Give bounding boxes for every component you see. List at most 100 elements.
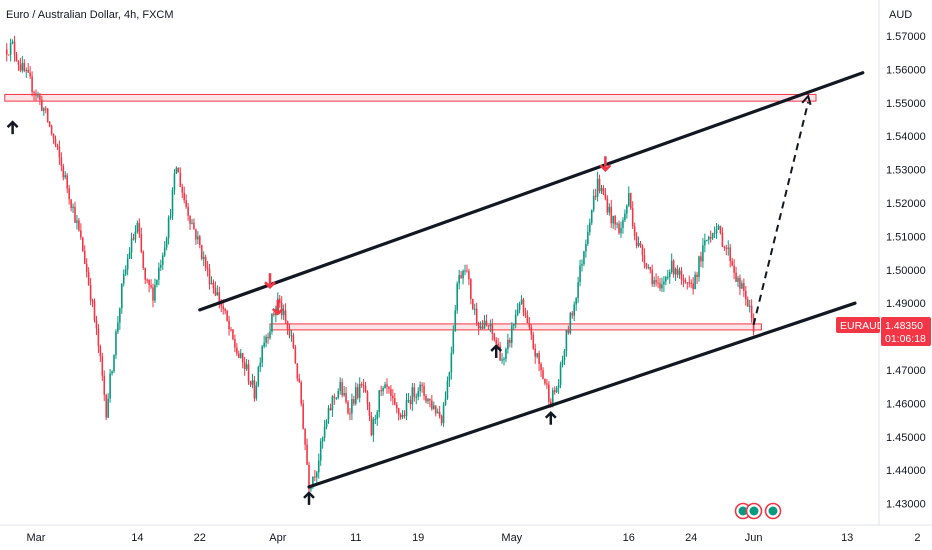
up-arrow-marker [544,410,557,419]
candle-body [333,396,336,398]
candle-body [31,76,33,93]
candle-body [546,383,548,385]
candle-body [657,282,659,284]
candle-body [325,420,328,427]
time-axis[interactable]: Mar 14 22 Apr 11 19 May 16 24 Jun 13 2 [27,532,921,544]
candle-body [423,386,425,396]
candle-body [374,419,377,421]
candle-body [709,237,712,239]
candle-body [243,362,246,370]
candle-body [661,284,663,289]
candle-body [236,347,238,354]
candle-body [438,411,441,416]
candle-body [596,178,599,197]
candle-body [360,384,363,386]
candle-body [195,229,197,240]
candle-body [470,279,472,299]
candle-body [312,476,314,486]
candle-body [44,108,47,110]
economic-events[interactable] [734,502,782,520]
candle-body [259,362,262,368]
candle-body [497,343,499,346]
candle-body [148,279,150,286]
candle-body [66,175,68,189]
price-axis[interactable]: 1.57000 1.56000 1.55000 1.54000 1.53000 1.520… [886,31,926,511]
candle-body [415,396,418,398]
candle-body [429,398,431,401]
price-tag-countdown: 01:06:18 [885,333,926,345]
candle-body [265,336,267,343]
candle-body [269,331,271,339]
chart-title: Euro / Australian Dollar, 4h, FXCM [6,9,174,21]
candle-body [446,380,449,399]
price-tick-label: 1.57000 [886,31,926,43]
price-tick-label: 1.45000 [886,432,926,444]
candle-body [115,331,117,356]
candle-body [540,363,542,371]
candle-body [745,290,747,300]
candle-body [622,220,624,228]
candle-body [169,215,172,218]
event-flag-icon[interactable] [745,502,763,520]
candle-body [142,251,145,268]
candle-body [58,146,61,158]
candle-body [343,393,345,396]
current-price-tag: EURAUD 1.48350 01:06:18 [836,317,931,346]
candle-body [620,227,622,234]
candle-body [103,375,106,395]
candle-body [557,384,560,388]
candle-body [253,380,256,399]
price-tick-label: 1.54000 [886,131,926,143]
time-tick-label: Mar [27,532,46,544]
candle-body [511,325,513,343]
candle-body [388,386,390,389]
time-tick-label: 14 [131,532,143,544]
candle-body [594,195,597,197]
candle-body [417,391,419,397]
candle-body [33,92,35,94]
candle-body [507,339,509,349]
candle-body [739,277,741,289]
price-tick-label: 1.47000 [886,365,926,377]
time-tick-label: May [501,532,522,544]
candle-body [251,380,254,385]
lower-channel-line [307,301,857,489]
candle-body [678,270,681,275]
candle-body [409,400,412,405]
event-flag-icon[interactable] [764,502,782,520]
candle-body [743,283,745,291]
candle-body [696,274,698,278]
candle-body [380,390,382,392]
candle-body [448,372,451,381]
candle-body [454,310,457,331]
candle-body [750,305,753,319]
candle-body [173,173,176,191]
time-tick-label: 2 [914,532,920,544]
price-tick-label: 1.50000 [886,265,926,277]
candle-body [25,69,28,71]
candle-body [146,279,148,281]
candle-body [489,324,492,327]
candle-body [672,260,675,275]
candle-body [335,397,338,399]
candle-body [292,335,295,348]
candle-body [230,329,232,331]
candle-body [561,360,564,365]
candle-body [136,222,139,232]
candle-body [707,237,710,240]
candle-body [421,384,423,387]
candle-body [559,364,562,385]
candle-body [247,364,250,382]
down-arrow-marker [599,164,612,173]
candle-body [512,323,515,326]
candle-body [715,229,718,233]
candle-body [590,209,593,223]
candle-body [74,206,76,223]
candle-body [524,312,527,316]
candle-body [284,310,287,322]
candle-body [5,49,8,55]
candle-body [64,175,67,178]
candle-body [530,327,533,335]
